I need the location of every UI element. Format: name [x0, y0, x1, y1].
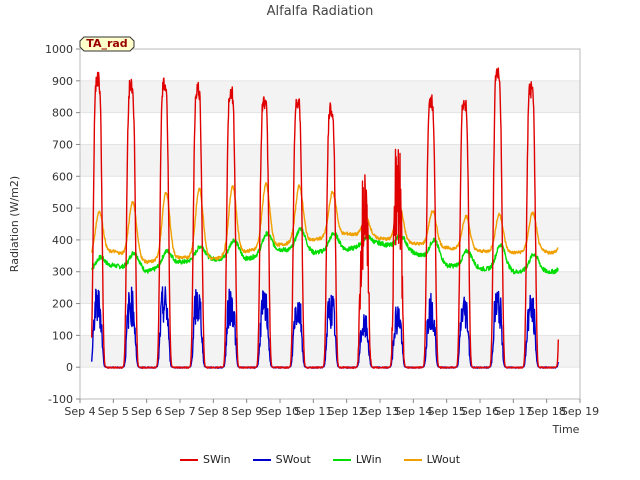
y-tick-label: -100 — [48, 393, 73, 406]
badge-label: TA_rad — [86, 37, 127, 50]
legend-swatch-lwin — [332, 458, 351, 461]
grid-band — [80, 335, 580, 368]
x-tick-label: Sep 10 — [261, 405, 299, 418]
legend-label-swout: SWout — [275, 453, 311, 466]
y-axis-label: Radiation (W/m2) — [8, 176, 21, 272]
x-tick-label: Sep 4 — [64, 405, 95, 418]
y-tick-label: 800 — [52, 107, 73, 120]
chart-title: Alfalfa Radiation — [267, 4, 374, 19]
legend-swatch-swin — [179, 458, 198, 461]
x-axis-label: Time — [552, 423, 580, 436]
x-tick-label: Sep 14 — [394, 405, 432, 418]
x-tick-label: Sep 16 — [461, 405, 499, 418]
x-tick-label: Sep 5 — [98, 405, 129, 418]
x-tick-label: Sep 9 — [231, 405, 262, 418]
y-tick-label: 200 — [52, 298, 73, 311]
legend-item-swin: SWin — [179, 453, 231, 466]
x-tick-label: Sep 12 — [328, 405, 366, 418]
y-tick-label: 600 — [52, 170, 73, 183]
x-tick-label: Sep 13 — [361, 405, 399, 418]
x-tick-label: Sep 15 — [428, 405, 466, 418]
y-tick-label: 100 — [52, 329, 73, 342]
x-tick-label: Sep 8 — [198, 405, 229, 418]
x-tick-label: Sep 6 — [131, 405, 162, 418]
y-tick-label: 0 — [66, 361, 73, 374]
y-axis-ticks: -100 0 100 200 300 400 500 600 700 800 900 1000 — [45, 43, 80, 406]
ta-rad-badge: TA_rad — [79, 36, 135, 52]
y-tick-label: 500 — [52, 202, 73, 215]
x-tick-label: Sep 7 — [164, 405, 195, 418]
legend-item-swout: SWout — [252, 453, 311, 466]
legend-item-lwin: LWin — [332, 453, 382, 466]
grid-band — [80, 271, 580, 304]
x-tick-label: Sep 18 — [528, 405, 566, 418]
grid-band — [80, 144, 580, 177]
x-tick-label: Sep 17 — [494, 405, 532, 418]
legend-item-lwout: LWout — [403, 453, 461, 466]
grid-band — [80, 208, 580, 240]
legend-label-lwin: LWin — [355, 453, 382, 466]
y-tick-label: 300 — [52, 266, 73, 279]
legend-swatch-swout — [252, 458, 271, 461]
x-tick-label: Sep 11 — [294, 405, 332, 418]
x-tick-label: Sep 19 — [561, 405, 599, 418]
legend: SWin SWout LWin LWout — [0, 453, 640, 466]
series-layer — [91, 67, 559, 369]
grid-bands — [80, 80, 580, 368]
badge-box — [79, 36, 135, 52]
plot-frame — [79, 48, 581, 400]
y-tick-label: 400 — [52, 234, 73, 247]
series-line-lwout — [91, 182, 559, 265]
y-tick-label: 900 — [52, 75, 73, 88]
legend-swatch-lwout — [403, 458, 422, 461]
series-line-swin — [91, 67, 559, 369]
y-tick-label: 700 — [52, 138, 73, 151]
legend-label-swin: SWin — [202, 453, 231, 466]
y-tick-label: 1000 — [45, 43, 73, 56]
legend-label-lwout: LWout — [426, 453, 461, 466]
